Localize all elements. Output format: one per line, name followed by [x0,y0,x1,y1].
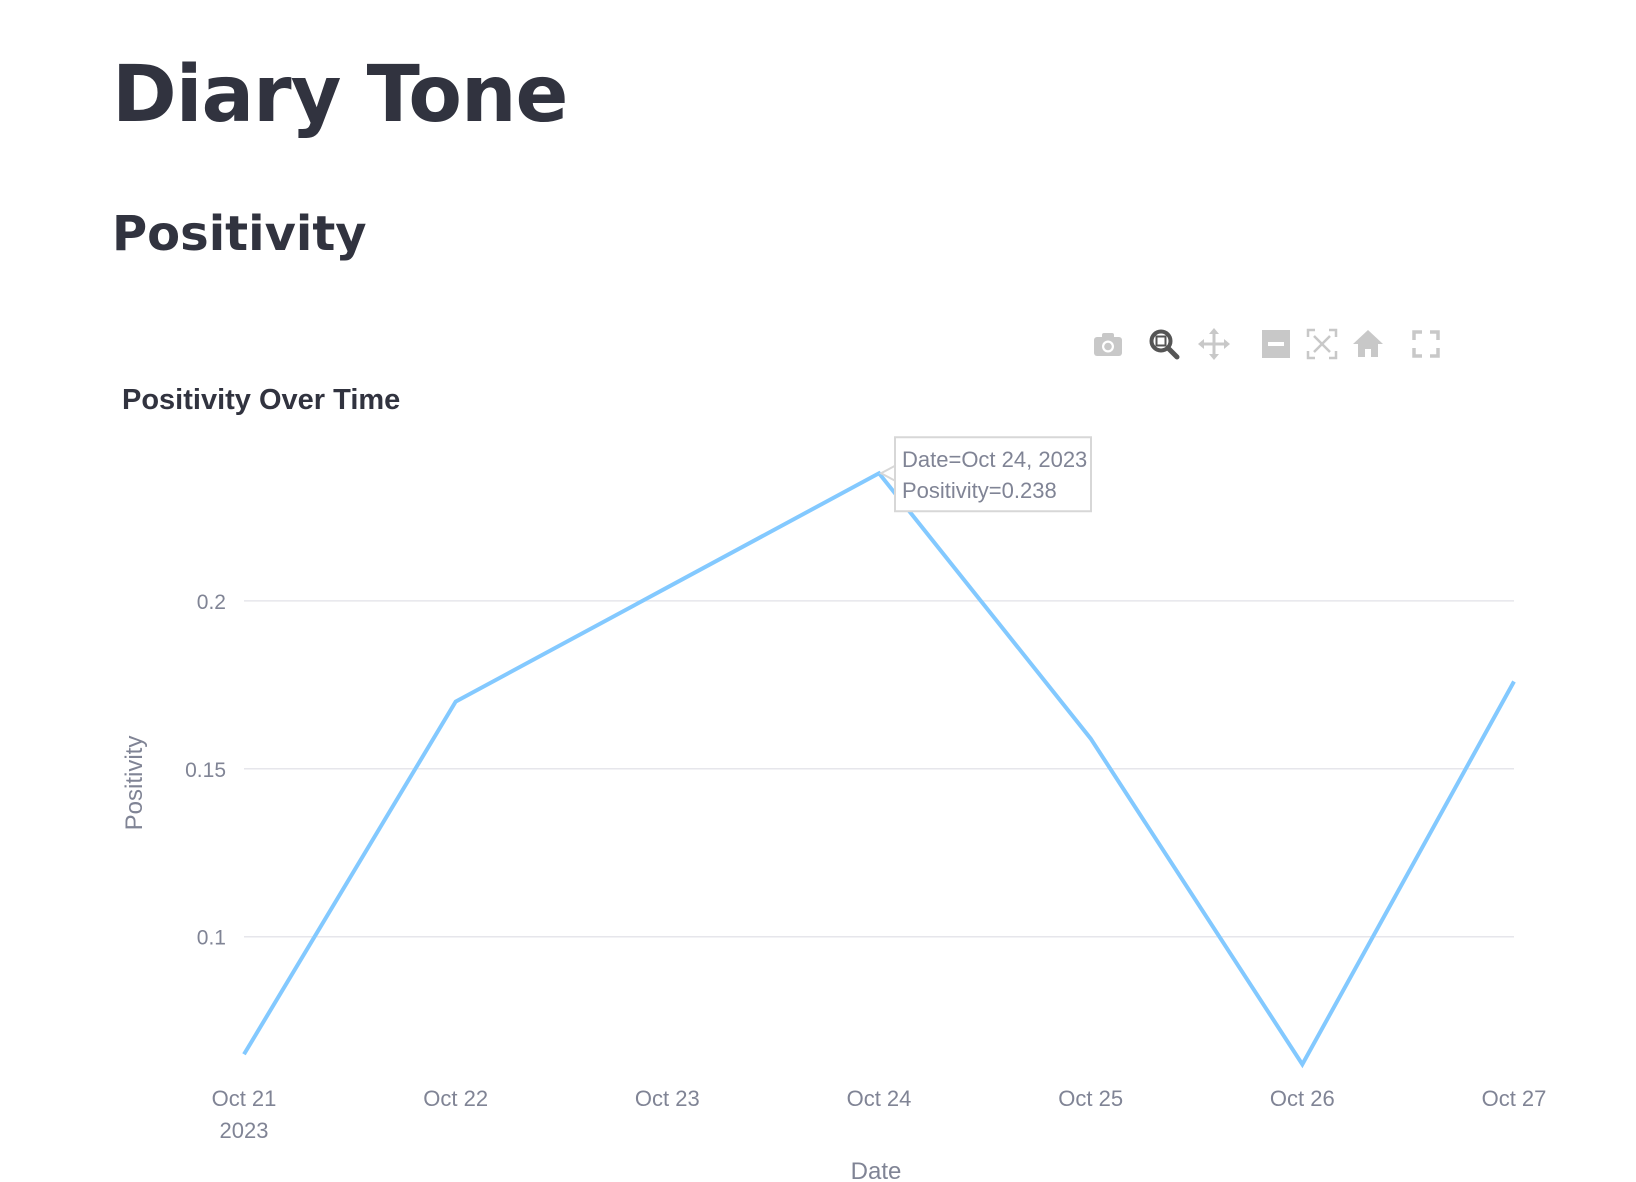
chart-modebar [1090,326,1530,362]
data-point[interactable] [1085,733,1097,745]
x-tick-label: Oct 26 [1270,1086,1335,1111]
x-tick-label: Oct 24 [847,1086,912,1111]
zoom-out-icon[interactable] [1258,326,1294,362]
data-point[interactable] [238,1048,250,1060]
tooltip-positivity: Positivity=0.238 [902,478,1057,503]
autoscale-icon[interactable] [1304,326,1340,362]
gridlines [244,600,1514,938]
x-axis-label: Date [851,1158,902,1182]
hover-tooltip: Date=Oct 24, 2023 Positivity=0.238 [878,436,1092,513]
chart-title: Positivity Over Time [122,384,400,416]
section-title: Positivity [112,206,367,262]
y-axis-label: Positivity [121,736,148,831]
x-axis-ticks: Oct 21 Oct 22 Oct 23 Oct 24 Oct 25 Oct 26 Oct … [212,1086,1547,1143]
zoom-icon[interactable] [1146,326,1182,362]
x-tick-label: Oct 25 [1058,1086,1123,1111]
y-tick-label: 0.15 [185,759,226,782]
data-point[interactable] [1296,1058,1308,1070]
data-point[interactable] [450,696,462,708]
data-point[interactable] [661,581,673,593]
x-tick-label: Oct 21 [212,1086,277,1111]
x-tick-label: Oct 23 [635,1086,700,1111]
y-axis-ticks: 0.1 0.15 0.2 [185,591,226,950]
y-tick-label: 0.1 [197,927,226,950]
y-tick-label: 0.2 [197,591,226,614]
fullscreen-icon[interactable] [1408,326,1444,362]
tooltip-date: Date=Oct 24, 2023 [902,447,1087,472]
pan-icon[interactable] [1196,326,1232,362]
tooltip-box [894,436,1092,513]
page-title: Diary Tone [112,50,568,140]
camera-icon[interactable] [1090,326,1126,362]
data-point[interactable] [1508,675,1520,687]
reset-axes-icon[interactable] [1350,326,1386,362]
x-tick-label: Oct 22 [423,1086,488,1111]
x-tick-year-label: 2023 [220,1118,269,1143]
x-tick-label: Oct 27 [1482,1086,1547,1111]
